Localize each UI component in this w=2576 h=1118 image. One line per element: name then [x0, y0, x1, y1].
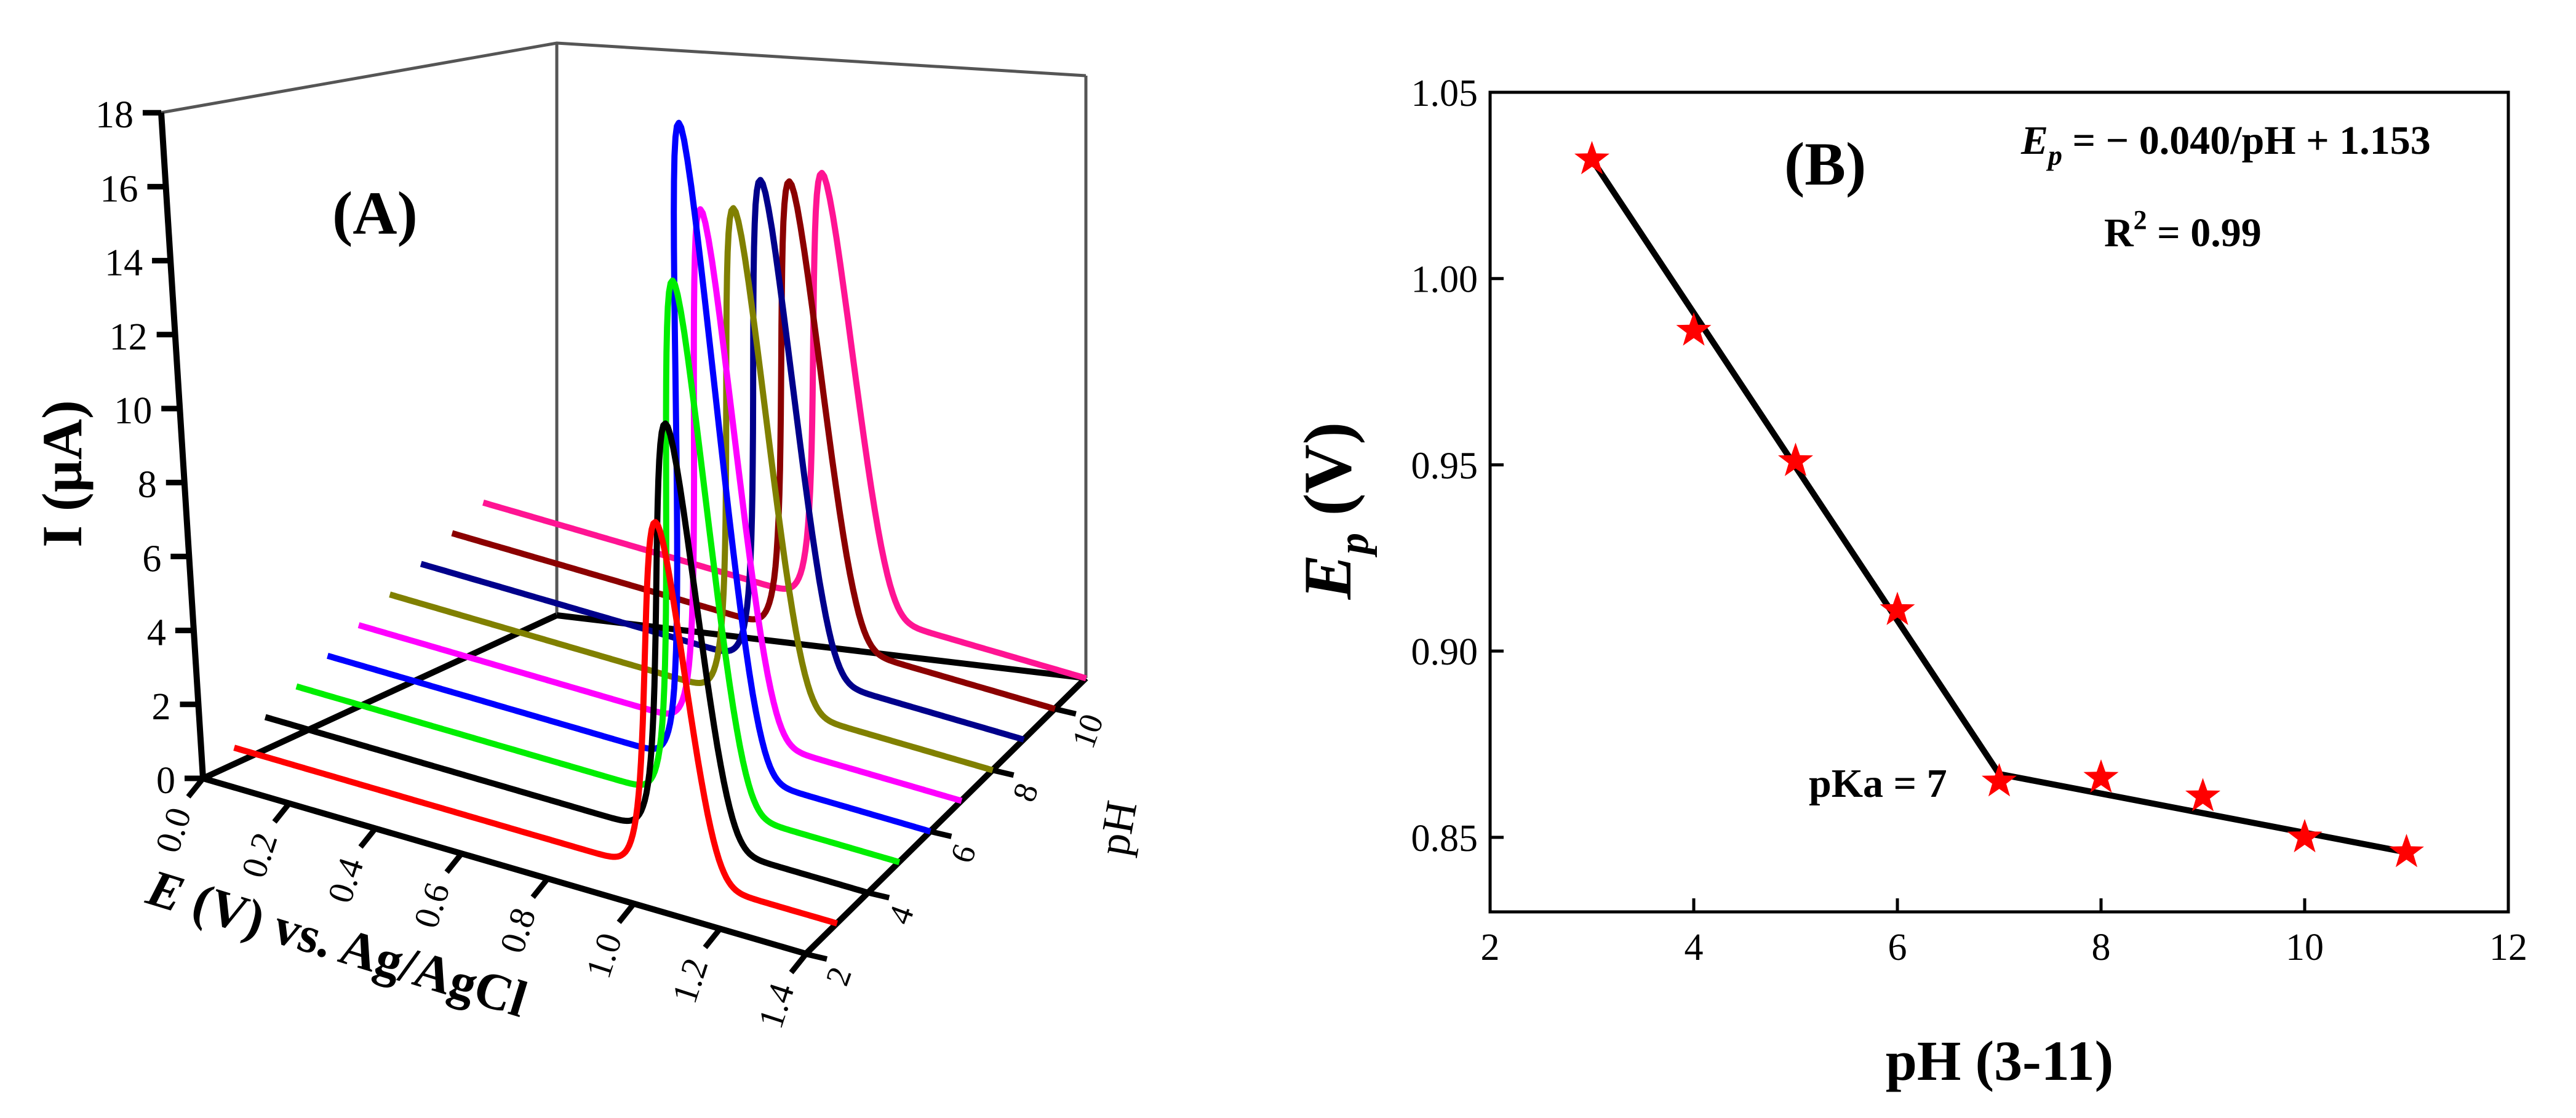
data-point-star: [1676, 312, 1712, 346]
ph-tick-mark: [992, 767, 1015, 778]
ph-tick-mark: [1054, 706, 1077, 717]
current-tick-label: 2: [151, 686, 170, 728]
potential-tick-mark: [530, 877, 550, 900]
regression-equation: Ep = − 0.040/pH + 1.153: [2020, 118, 2431, 171]
current-tick-label: 8: [138, 464, 157, 506]
r-squared-r: R: [2104, 210, 2134, 255]
voltammogram-series-line: [326, 119, 931, 835]
panel-b-label: (B): [1784, 130, 1866, 198]
potential-tick-mark: [358, 826, 378, 849]
panel-a-label: (A): [332, 179, 418, 247]
panel-a-3d-voltammogram-chart: 0 2 4 6 8 10 12 14 16 18 0.0 0.2 0.4 0.6 0.8 1.0 1.2 1.4…: [31, 41, 1146, 1033]
voltammogram-series-line: [389, 205, 994, 773]
equation-rest: = − 0.040/pH + 1.153: [2062, 118, 2431, 163]
data-point-star: [1982, 763, 2017, 797]
current-tick-label: 6: [142, 538, 161, 580]
back-wall-top-edge: [161, 41, 1087, 114]
potential-axis-line: [202, 775, 807, 957]
y-axis-title-rest: (V): [1290, 422, 1365, 533]
data-points: [1574, 141, 2424, 868]
potential-tick-mark: [186, 777, 205, 799]
y-axis-title: Ep (V): [1290, 422, 1378, 601]
ph-tick-label: 8: [1005, 778, 1046, 807]
data-point-star: [2083, 759, 2119, 793]
r-squared-rest: = 0.99: [2147, 210, 2262, 255]
voltammogram-series-line: [482, 170, 1087, 682]
potential-tick-mark: [272, 801, 292, 824]
y-tick-label: 0.85: [1411, 818, 1478, 860]
x-tick-label: 10: [2286, 927, 2324, 968]
ph-tick-label: 4: [880, 901, 921, 929]
current-tick-label: 12: [110, 316, 148, 358]
panel-b-scatter-chart: 0.85 0.90 0.95 1.00 1.05 2 4 6 8 10 12 (B) Ep = −…: [1290, 73, 2527, 1092]
ph-tick-label: 2: [818, 962, 859, 990]
x-tick-label: 8: [2092, 927, 2111, 968]
potential-tick-label: 0.2: [233, 828, 285, 882]
x-tick-label: 4: [1685, 927, 1704, 968]
ph-tick-mark: [867, 890, 890, 901]
current-axis-ticks: 0 2 4 6 8 10 12 14 16 18: [95, 94, 203, 802]
data-point-star: [2389, 834, 2424, 868]
potential-tick-label: 0.8: [492, 903, 543, 958]
plot-frame: [1488, 90, 2510, 914]
pka-annotation: pKa = 7: [1809, 761, 1947, 806]
potential-axis-ticks: 0.0 0.2 0.4 0.6 0.8 1.0 1.2 1.4: [147, 777, 808, 1033]
equation-e: E: [2020, 118, 2048, 163]
back-walls: [161, 41, 1088, 678]
voltammogram-curves: [233, 119, 1087, 927]
ph-tick-label: 6: [943, 839, 984, 868]
voltammogram-series-line: [233, 519, 839, 927]
potential-tick-mark: [703, 927, 722, 949]
current-tick-label: 10: [114, 390, 152, 432]
data-point-star: [1574, 141, 1609, 175]
potential-tick-label: 0.6: [405, 878, 457, 933]
data-point-star: [2287, 818, 2323, 853]
y-tick-label: 1.00: [1411, 259, 1478, 301]
ph-tick-mark: [805, 951, 828, 962]
x-tick-label: 12: [2489, 927, 2527, 968]
potential-tick-label: 1.2: [664, 953, 716, 1008]
ph-axis-line: [804, 676, 1088, 956]
y-axis-title-subscript: p: [1330, 533, 1378, 557]
equation-subscript: p: [2046, 140, 2062, 171]
fit-lines: [1589, 156, 2410, 856]
potential-tick-label: 1.0: [578, 928, 629, 983]
current-tick-label: 0: [156, 760, 175, 802]
x-tick-label: 2: [1481, 927, 1500, 968]
current-tick-label: 14: [105, 242, 143, 284]
y-tick-label: 0.90: [1411, 631, 1478, 673]
ph-axis-title: pH: [1088, 797, 1146, 860]
voltammogram-series-line: [295, 278, 901, 866]
potential-tick-label: 0.0: [147, 802, 199, 857]
data-point-star: [1880, 591, 1915, 625]
voltammogram-series-line: [264, 420, 869, 896]
current-tick-label: 16: [100, 168, 138, 210]
data-point-star: [2185, 778, 2220, 812]
potential-tick-mark: [444, 852, 464, 874]
x-axis-ticks: 2 4 6 8 10 12: [1481, 898, 2527, 968]
y-tick-label: 1.05: [1411, 73, 1478, 114]
ph-tick-mark: [930, 829, 952, 839]
current-tick-label: 18: [95, 94, 134, 136]
potential-tick-label: 1.4: [750, 978, 802, 1033]
voltammogram-series-line: [451, 178, 1056, 713]
fit-line-segment: [1996, 770, 2410, 856]
y-tick-label: 0.95: [1411, 445, 1478, 487]
potential-tick-label: 0.4: [319, 853, 371, 908]
x-axis-title: pH (3-11): [1886, 1029, 2114, 1092]
r-squared-superscript: 2: [2134, 205, 2147, 235]
y-axis-ticks: 0.85 0.90 0.95 1.00 1.05: [1411, 73, 1504, 860]
current-tick-label: 4: [147, 612, 166, 654]
x-tick-label: 6: [1888, 927, 1907, 968]
data-point-star: [1778, 442, 1813, 476]
r-squared: R2 = 0.99: [2104, 205, 2262, 255]
y-axis-title-e: E: [1290, 554, 1365, 600]
current-axis-title: I (µA): [31, 400, 94, 548]
current-axis-line: [158, 112, 206, 779]
potential-tick-mark: [616, 902, 636, 924]
potential-tick-mark: [789, 952, 808, 975]
floor-back-left-edge: [201, 612, 559, 781]
